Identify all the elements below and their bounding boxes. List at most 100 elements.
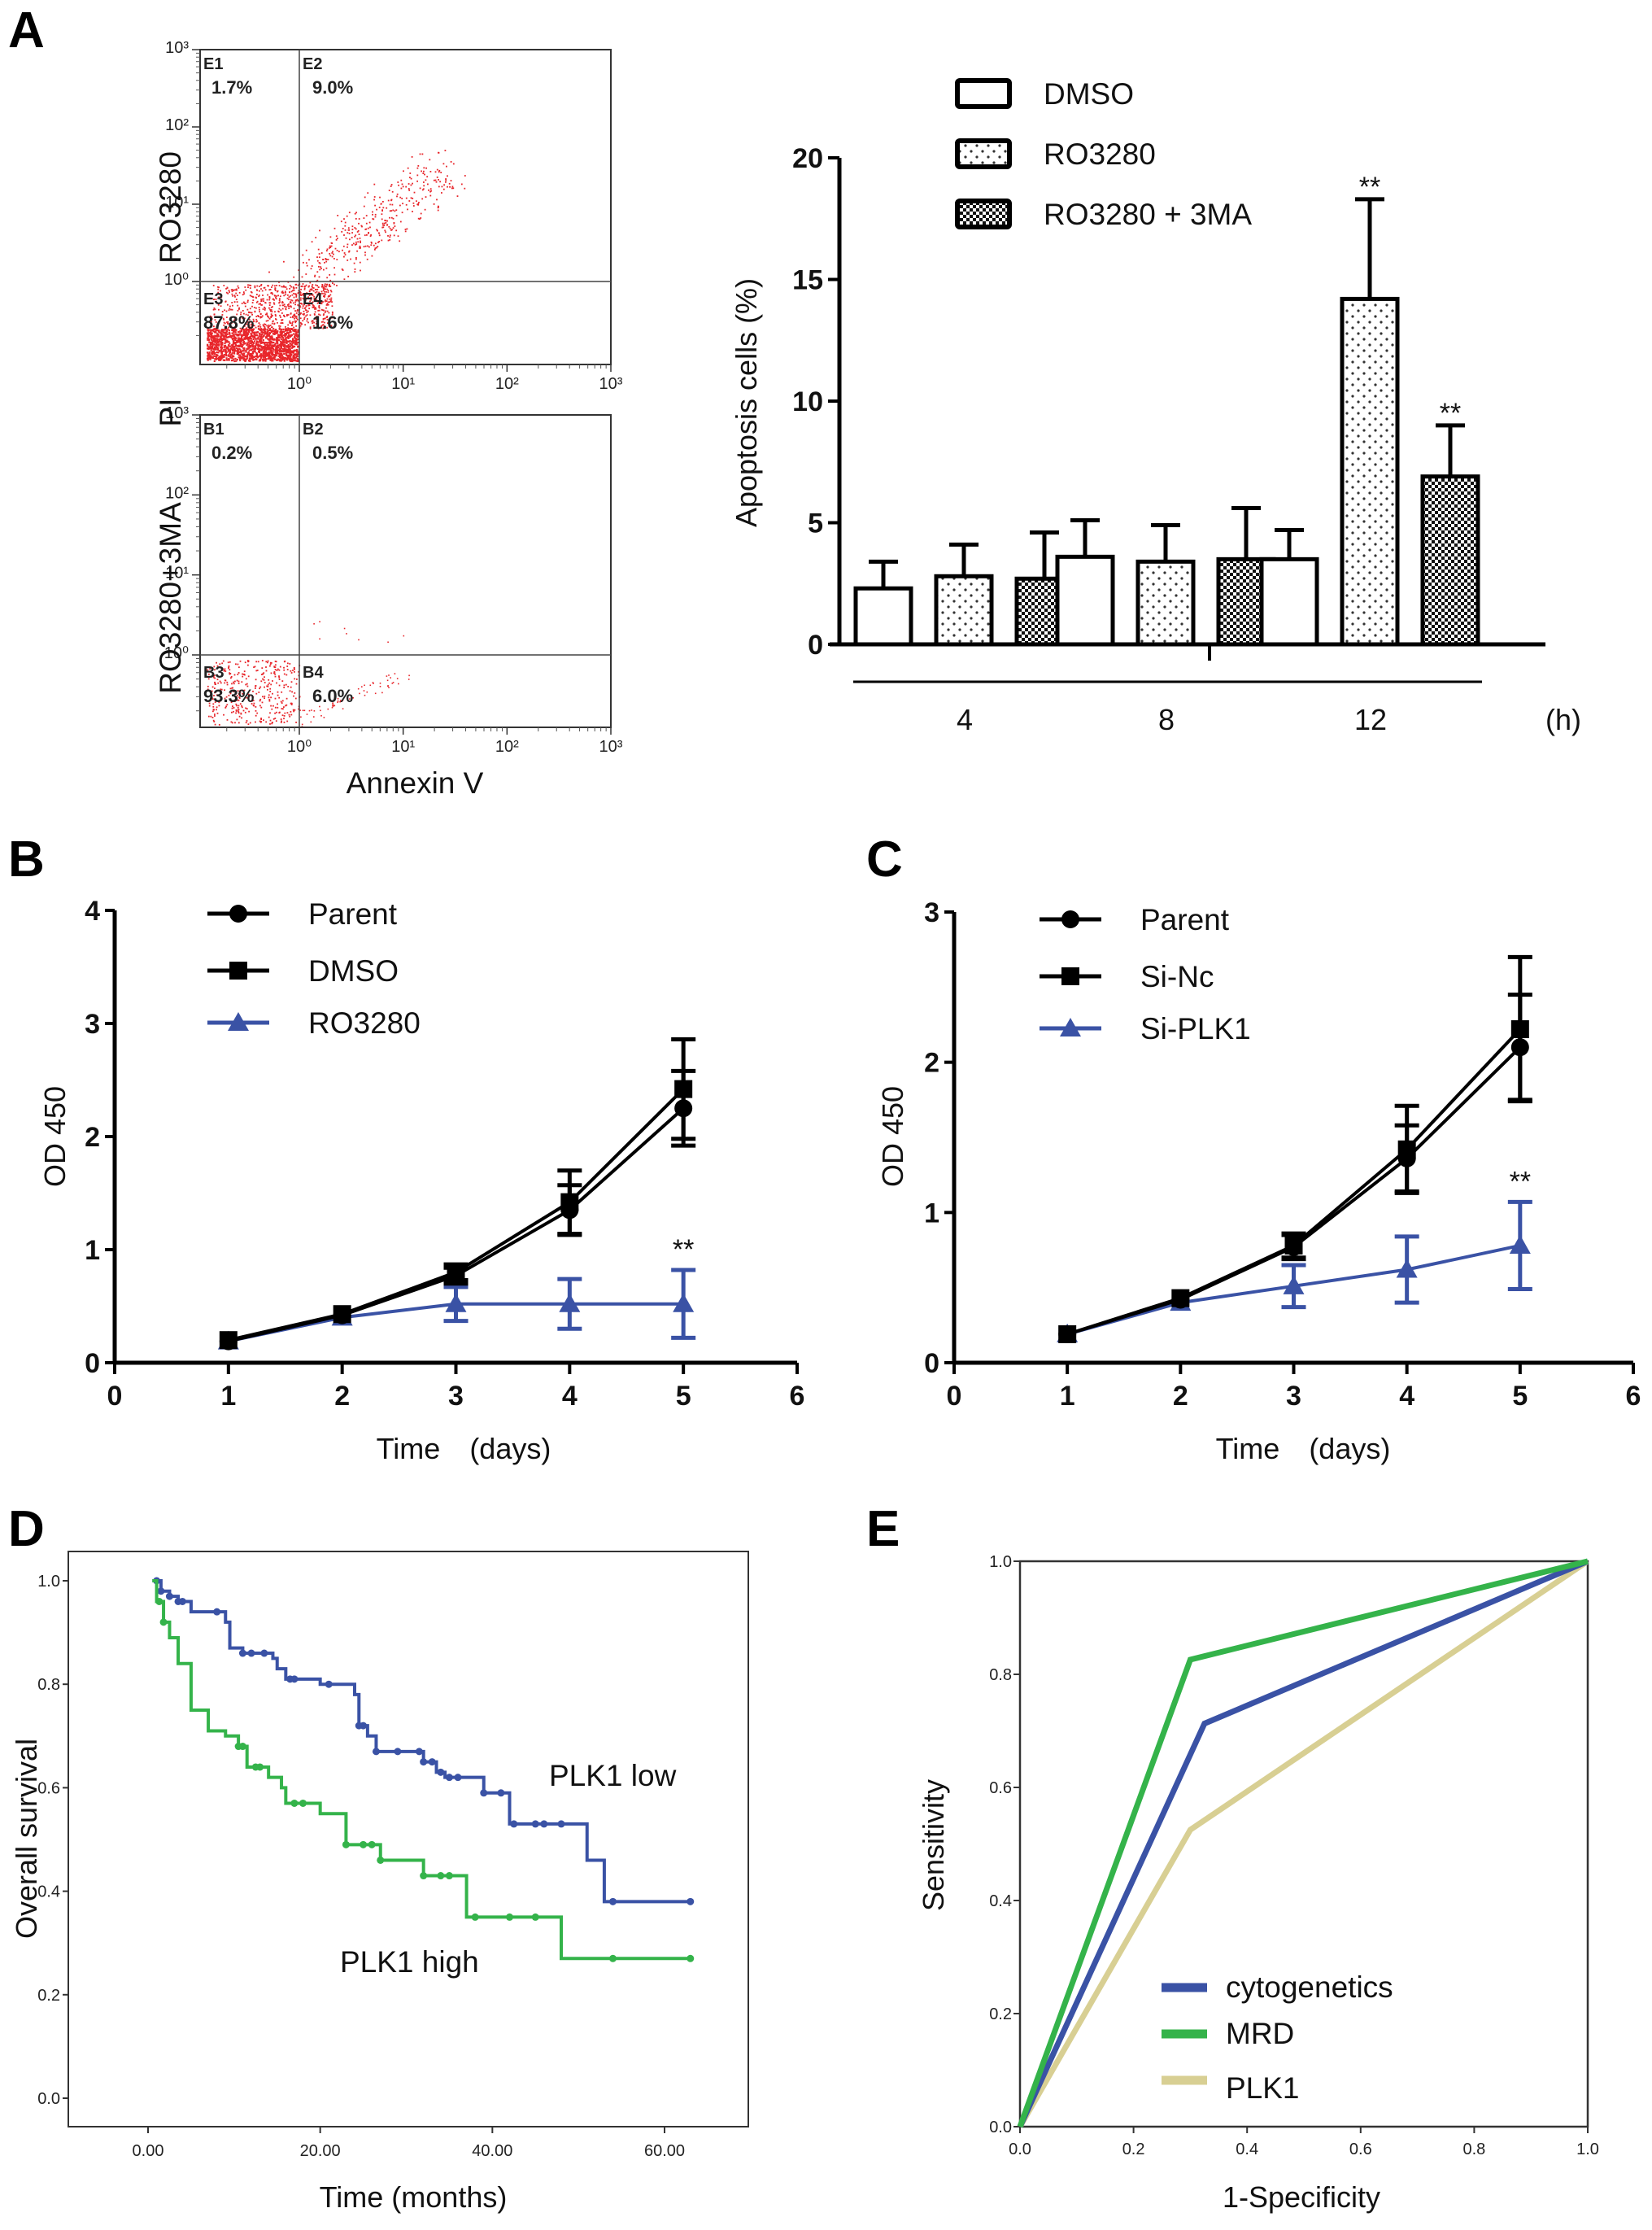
flow-dot: [294, 310, 296, 312]
flow-dot: [275, 661, 277, 663]
flow-dot: [239, 358, 242, 360]
flow-dot: [242, 352, 245, 355]
flow-dot: [268, 271, 270, 273]
flow-dot: [373, 683, 374, 684]
flow-dot: [215, 683, 216, 685]
flow-dot: [238, 354, 240, 356]
flow-dot: [216, 334, 219, 337]
flow-dot: [264, 343, 266, 345]
flow-dot: [374, 248, 376, 251]
flow-dot: [226, 336, 229, 338]
flow-dot: [315, 289, 317, 290]
flow-dot: [270, 662, 272, 664]
flow-dot: [324, 321, 325, 324]
flow-dot: [369, 226, 371, 229]
flow-dot: [267, 683, 269, 686]
flow-dot: [363, 246, 365, 248]
flow-dot: [281, 330, 284, 333]
x-tick-label: 5: [1512, 1381, 1528, 1412]
flow-dot: [408, 679, 410, 680]
flow-dot: [240, 316, 242, 318]
flow-dot: [423, 181, 425, 183]
flow-dot: [355, 228, 357, 230]
flow-dot: [272, 320, 274, 322]
censor-mark: [497, 1789, 505, 1797]
flow-dot: [287, 314, 290, 316]
flow-dot: [338, 251, 340, 253]
flow-dot: [391, 683, 394, 684]
flow-dot: [288, 346, 290, 348]
flow-dot: [368, 221, 371, 224]
flow-dot: [355, 241, 357, 243]
flow-dot: [207, 334, 210, 336]
flow-dot: [236, 313, 238, 316]
flow-dot: [208, 702, 211, 705]
x-tick-label: 0.4: [1236, 2141, 1258, 2158]
flow-dot: [349, 238, 351, 241]
flow-dot: [233, 335, 235, 338]
flow-dot: [321, 292, 323, 295]
flow-dot: [289, 346, 292, 348]
flow-dot: [403, 635, 405, 637]
flow-dot: [224, 682, 226, 684]
flow-dot: [445, 178, 447, 180]
flow-dot: [265, 666, 267, 668]
legend-swatch-2: [955, 199, 1012, 229]
flow-dot: [209, 333, 211, 336]
flow-dot: [269, 336, 272, 338]
flow-dot: [220, 354, 223, 356]
flow-dot: [225, 291, 228, 294]
significance-marker: **: [1510, 1166, 1531, 1197]
flow-dot: [264, 342, 266, 344]
flow-dot: [253, 321, 255, 323]
flow-dot: [305, 315, 307, 317]
flow-dot: [318, 306, 320, 308]
flow-dot: [282, 334, 285, 337]
flow-dot: [280, 328, 283, 331]
flow-dot: [389, 236, 391, 238]
flow-dot: [216, 709, 217, 711]
flow-dot: [302, 283, 304, 285]
flow-dot: [312, 284, 314, 286]
flow-dot: [272, 357, 274, 360]
flow-dot: [320, 302, 323, 303]
flow-dot: [310, 297, 312, 299]
flow-dot: [302, 307, 304, 309]
flow-dot: [227, 661, 229, 664]
flow-dot: [220, 356, 222, 359]
flow-dot: [319, 268, 321, 271]
flow-dot: [278, 281, 280, 283]
flow-dot: [274, 718, 277, 719]
flow-dot: [356, 250, 358, 252]
flow-dot: [267, 316, 269, 317]
censor-mark: [437, 1872, 445, 1880]
flow-dot: [259, 360, 261, 362]
flow-dot: [381, 226, 384, 229]
flow-dot: [430, 190, 432, 192]
flow-dot: [238, 715, 241, 718]
flow-dot: [290, 681, 293, 683]
c-x-axis-label: Time (days): [1216, 1432, 1391, 1465]
flow-dot: [292, 338, 294, 341]
flow-dot: [240, 712, 242, 714]
x-tick-label: 0.0: [1009, 2141, 1031, 2158]
flow-dot: [267, 338, 269, 340]
flow-dot: [373, 196, 376, 198]
flow-dot: [234, 317, 237, 320]
flow-dot: [253, 666, 255, 668]
flow-dot: [297, 351, 299, 353]
flow-dot: [238, 307, 240, 309]
flow-dot: [230, 347, 233, 350]
flow-dot: [318, 291, 320, 294]
flow-dot: [343, 255, 345, 258]
flow-dot: [243, 333, 246, 336]
flow-dot: [361, 225, 363, 228]
flow-dot: [218, 359, 220, 361]
flow-dot: [297, 304, 299, 306]
flow-dot: [290, 328, 293, 330]
panel-label-a: A: [8, 2, 45, 59]
flow-dot: [281, 354, 283, 356]
flow-dot: [256, 344, 259, 347]
flow-dot: [289, 327, 290, 329]
